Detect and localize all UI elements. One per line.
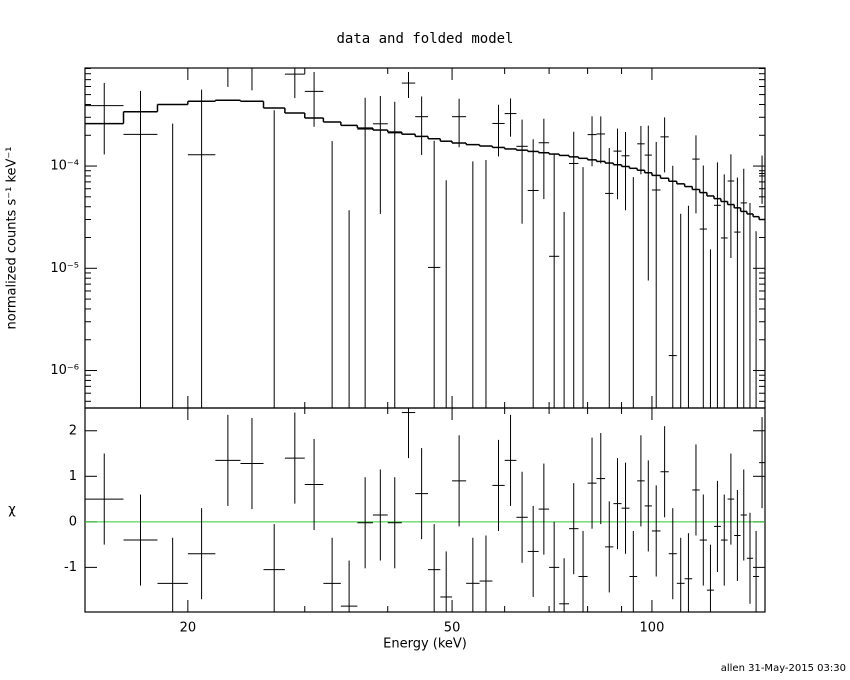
residual-y-tick-label: 2 [69,423,77,438]
y-axis-label: normalized counts s⁻¹ keV⁻¹ [5,147,20,330]
x-tick-label: 100 [640,621,665,636]
chart-title: data and folded model [336,31,513,47]
y-tick-label: 10⁻⁶ [50,363,79,378]
x-tick-label: 50 [444,621,461,636]
bottom-panel-frame [84,407,766,613]
residual-y-tick-label: 1 [69,469,77,484]
residual-y-tick-label: -1 [64,560,77,575]
residual-axis-label: χ [8,503,16,518]
y-tick-label: 10⁻⁴ [50,159,79,174]
y-tick-label: 10⁻⁵ [50,261,79,276]
x-axis-label: Energy (keV) [383,637,467,652]
footer: allen 31-May-2015 03:30 [721,663,846,674]
residual-y-tick-label: 0 [69,514,77,529]
x-tick-label: 20 [180,621,197,636]
